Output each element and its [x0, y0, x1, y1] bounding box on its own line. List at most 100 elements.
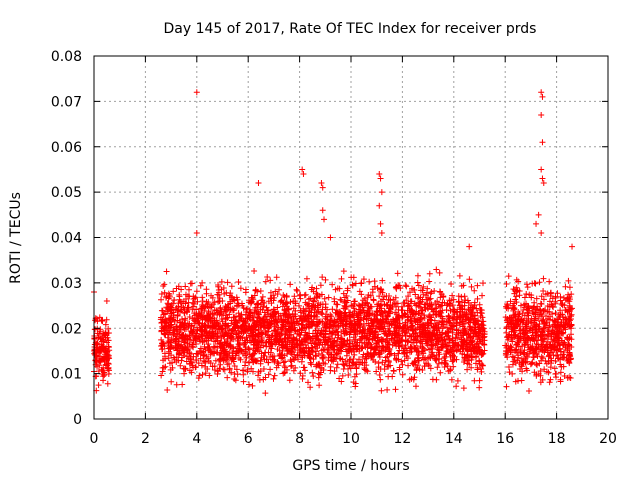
data-point — [413, 365, 420, 372]
data-point — [168, 321, 175, 328]
data-point — [183, 358, 190, 365]
data-point — [98, 366, 105, 373]
data-point — [384, 386, 391, 393]
data-point — [385, 363, 392, 370]
data-point — [376, 293, 383, 300]
data-point — [560, 317, 567, 324]
data-point — [158, 307, 165, 314]
data-point — [413, 301, 420, 308]
data-point — [550, 336, 557, 343]
data-point — [429, 329, 436, 336]
data-point — [476, 357, 483, 364]
data-point — [226, 311, 233, 318]
data-point — [196, 372, 203, 379]
data-point — [352, 383, 359, 390]
data-point — [160, 364, 167, 371]
data-point — [252, 357, 259, 364]
data-point — [385, 358, 392, 365]
data-point — [538, 166, 545, 173]
data-point — [414, 279, 421, 286]
data-point — [203, 286, 210, 293]
data-point — [294, 287, 301, 294]
data-point — [450, 306, 457, 313]
data-point — [528, 294, 535, 301]
data-point — [216, 311, 223, 318]
data-point — [325, 294, 332, 301]
data-point — [242, 286, 249, 293]
data-point — [314, 321, 321, 328]
data-point — [424, 300, 431, 307]
data-point — [462, 297, 469, 304]
data-point — [541, 324, 548, 331]
data-point — [233, 322, 240, 329]
data-point — [538, 89, 545, 96]
data-point — [229, 355, 236, 362]
data-point — [416, 366, 423, 373]
data-point — [425, 305, 432, 312]
data-point — [536, 321, 543, 328]
data-point — [298, 338, 305, 345]
data-point — [557, 369, 564, 376]
data-point — [289, 356, 296, 363]
data-point — [238, 315, 245, 322]
data-point — [426, 296, 433, 303]
data-point — [218, 278, 225, 285]
data-point — [285, 314, 292, 321]
data-point — [378, 387, 385, 394]
data-point — [361, 335, 368, 342]
data-point — [240, 378, 247, 385]
data-point — [320, 336, 327, 343]
data-point — [270, 297, 277, 304]
data-point — [310, 298, 317, 305]
data-point — [158, 346, 165, 353]
data-point — [532, 323, 539, 330]
data-point — [262, 390, 269, 397]
data-point — [316, 342, 323, 349]
data-point — [412, 333, 419, 340]
data-point — [515, 278, 522, 285]
data-point — [541, 331, 548, 338]
data-point — [376, 371, 383, 378]
data-point — [466, 276, 473, 283]
data-point — [310, 373, 317, 380]
data-point — [252, 287, 259, 294]
data-point — [322, 360, 329, 367]
data-point — [167, 322, 174, 329]
data-point — [341, 362, 348, 369]
data-point — [195, 375, 202, 382]
data-point — [436, 269, 443, 276]
data-point — [540, 180, 547, 187]
data-point — [479, 337, 486, 344]
data-point — [280, 359, 287, 366]
data-point — [291, 356, 298, 363]
data-point — [479, 362, 486, 369]
data-point — [457, 306, 464, 313]
data-point — [343, 348, 350, 355]
data-point — [312, 312, 319, 319]
data-point — [547, 313, 554, 320]
data-point — [158, 291, 165, 298]
data-point — [318, 310, 325, 317]
data-point — [232, 331, 239, 338]
data-point — [258, 350, 265, 357]
data-point — [349, 359, 356, 366]
data-point — [552, 298, 559, 305]
data-point — [538, 353, 545, 360]
data-point — [282, 316, 289, 323]
data-point — [309, 318, 316, 325]
data-point — [569, 305, 576, 312]
data-point — [178, 286, 185, 293]
data-point — [444, 329, 451, 336]
data-point — [523, 317, 530, 324]
data-point — [199, 279, 206, 286]
chart-title: Day 145 of 2017, Rate Of TEC Index for r… — [164, 21, 537, 37]
data-point — [521, 294, 528, 301]
data-point — [274, 304, 281, 311]
data-point — [525, 334, 532, 341]
x-tick-label: 14 — [445, 431, 463, 447]
data-point — [524, 284, 531, 291]
data-point — [472, 360, 479, 367]
data-point — [169, 300, 176, 307]
data-point — [94, 354, 101, 361]
data-point — [218, 326, 225, 333]
